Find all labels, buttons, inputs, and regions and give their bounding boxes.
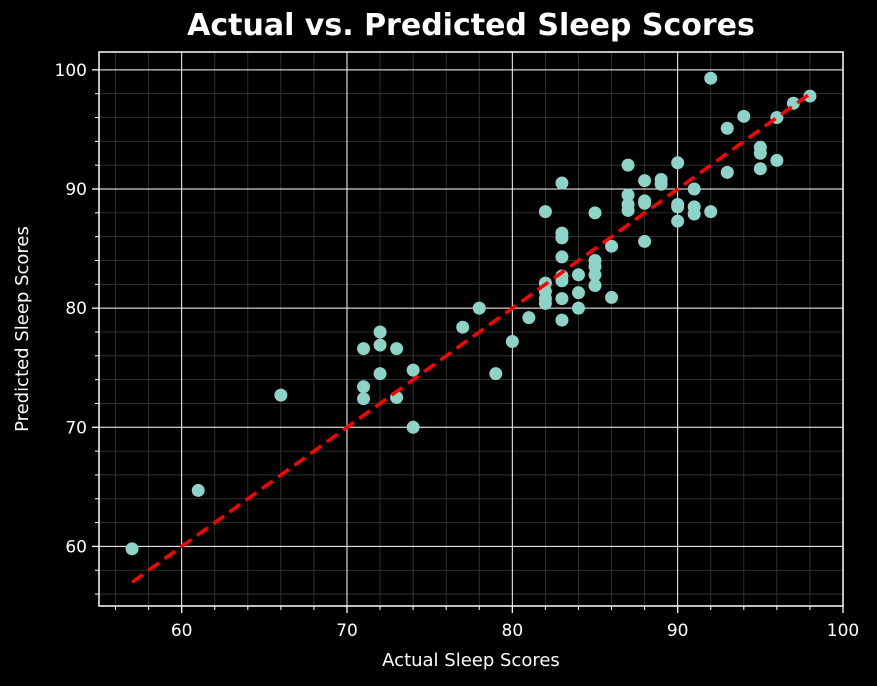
data-point — [373, 367, 387, 381]
data-point — [803, 89, 817, 103]
x-axis-label: Actual Sleep Scores — [382, 650, 560, 671]
data-point — [555, 274, 569, 288]
y-tick-label: 90 — [65, 180, 87, 200]
reference-line-layer — [131, 92, 811, 584]
data-point — [671, 214, 685, 228]
data-point — [753, 162, 767, 176]
data-point — [605, 290, 619, 304]
y-tick-label: 60 — [65, 537, 87, 557]
data-point — [671, 200, 685, 214]
data-point — [720, 121, 734, 135]
data-point — [687, 207, 701, 221]
data-point — [538, 205, 552, 219]
tick-marks — [92, 69, 844, 613]
x-tick-label: 100 — [827, 621, 859, 641]
data-point — [522, 311, 536, 325]
data-point — [357, 380, 371, 394]
data-point — [588, 268, 602, 282]
data-point — [704, 71, 718, 85]
data-point — [621, 203, 635, 217]
data-point — [489, 367, 503, 381]
data-point — [555, 313, 569, 327]
plot-frame — [98, 51, 844, 607]
data-point — [373, 338, 387, 352]
y-tick-label: 80 — [65, 299, 87, 319]
data-point — [588, 279, 602, 293]
data-point — [638, 196, 652, 210]
data-point — [505, 335, 519, 349]
data-point — [638, 174, 652, 188]
data-point — [472, 301, 486, 315]
data-point — [588, 206, 602, 220]
y-tick-label: 100 — [55, 61, 87, 81]
x-tick-label: 80 — [502, 621, 524, 641]
data-point — [621, 158, 635, 172]
reference-line — [131, 92, 811, 584]
data-point — [753, 146, 767, 160]
data-point — [357, 342, 371, 356]
x-tick-label: 60 — [171, 621, 193, 641]
data-point — [373, 325, 387, 339]
data-point — [571, 286, 585, 300]
data-point — [191, 483, 205, 497]
chart-title: Actual vs. Predicted Sleep Scores — [187, 8, 755, 43]
data-point — [357, 392, 371, 406]
data-point — [406, 363, 420, 377]
major-grid — [99, 52, 844, 606]
data-point — [406, 420, 420, 434]
data-point — [125, 542, 139, 556]
data-points — [125, 71, 817, 556]
data-point — [605, 239, 619, 253]
data-point — [654, 177, 668, 191]
minor-grid — [99, 52, 843, 606]
x-tick-label: 70 — [336, 621, 358, 641]
data-point — [274, 388, 288, 402]
data-point — [687, 182, 701, 196]
data-point — [704, 205, 718, 219]
y-tick-labels: 60 70 80 90 100 — [55, 61, 87, 558]
data-point — [770, 153, 784, 167]
x-tick-labels: 60 70 80 90 100 — [171, 621, 859, 641]
data-point — [538, 296, 552, 310]
data-point — [737, 109, 751, 123]
data-point — [555, 176, 569, 190]
data-point — [571, 301, 585, 315]
data-point — [390, 342, 404, 356]
data-point — [555, 231, 569, 245]
data-point — [555, 292, 569, 306]
data-point — [555, 250, 569, 264]
y-axis-label: Predicted Sleep Scores — [12, 226, 33, 432]
data-point — [621, 188, 635, 202]
y-tick-label: 70 — [65, 418, 87, 438]
data-point — [638, 234, 652, 248]
data-point — [571, 268, 585, 282]
data-point — [720, 165, 734, 179]
x-tick-label: 90 — [667, 621, 689, 641]
data-point — [456, 320, 470, 334]
data-point — [671, 156, 685, 170]
